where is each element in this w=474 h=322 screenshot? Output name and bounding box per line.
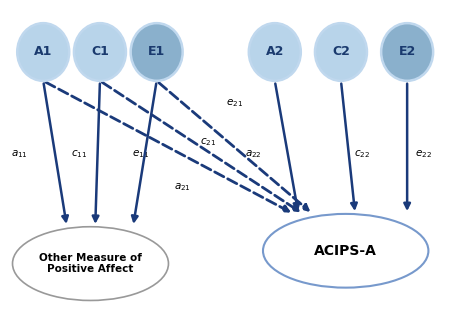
Text: $a_{22}$: $a_{22}$ <box>245 149 262 160</box>
Text: A2: A2 <box>265 45 284 59</box>
Ellipse shape <box>381 23 433 81</box>
FancyArrowPatch shape <box>44 84 68 221</box>
Text: $c_{11}$: $c_{11}$ <box>71 149 87 160</box>
FancyArrowPatch shape <box>404 84 410 208</box>
Text: E2: E2 <box>399 45 416 59</box>
Text: C2: C2 <box>332 45 350 59</box>
FancyArrowPatch shape <box>159 83 308 210</box>
FancyArrowPatch shape <box>46 82 289 211</box>
Text: $e_{22}$: $e_{22}$ <box>415 149 432 160</box>
Text: $e_{11}$: $e_{11}$ <box>132 149 149 160</box>
Text: ACIPS-A: ACIPS-A <box>314 244 377 258</box>
Text: C1: C1 <box>91 45 109 59</box>
Text: $a_{21}$: $a_{21}$ <box>174 181 191 193</box>
FancyArrowPatch shape <box>275 84 299 208</box>
Text: $c_{22}$: $c_{22}$ <box>354 149 370 160</box>
Text: E1: E1 <box>148 45 165 59</box>
Ellipse shape <box>12 227 168 300</box>
Text: $c_{21}$: $c_{21}$ <box>201 136 217 148</box>
Ellipse shape <box>249 23 301 81</box>
FancyArrowPatch shape <box>132 84 156 221</box>
Ellipse shape <box>74 23 126 81</box>
Text: $a_{11}$: $a_{11}$ <box>11 149 28 160</box>
Text: A1: A1 <box>34 45 53 59</box>
Ellipse shape <box>315 23 367 81</box>
FancyArrowPatch shape <box>341 84 357 208</box>
Ellipse shape <box>263 214 428 288</box>
FancyArrowPatch shape <box>102 82 298 211</box>
Ellipse shape <box>131 23 182 81</box>
Text: Other Measure of
Positive Affect: Other Measure of Positive Affect <box>39 253 142 274</box>
Text: $e_{21}$: $e_{21}$ <box>226 97 243 109</box>
FancyArrowPatch shape <box>93 84 100 221</box>
Ellipse shape <box>17 23 69 81</box>
